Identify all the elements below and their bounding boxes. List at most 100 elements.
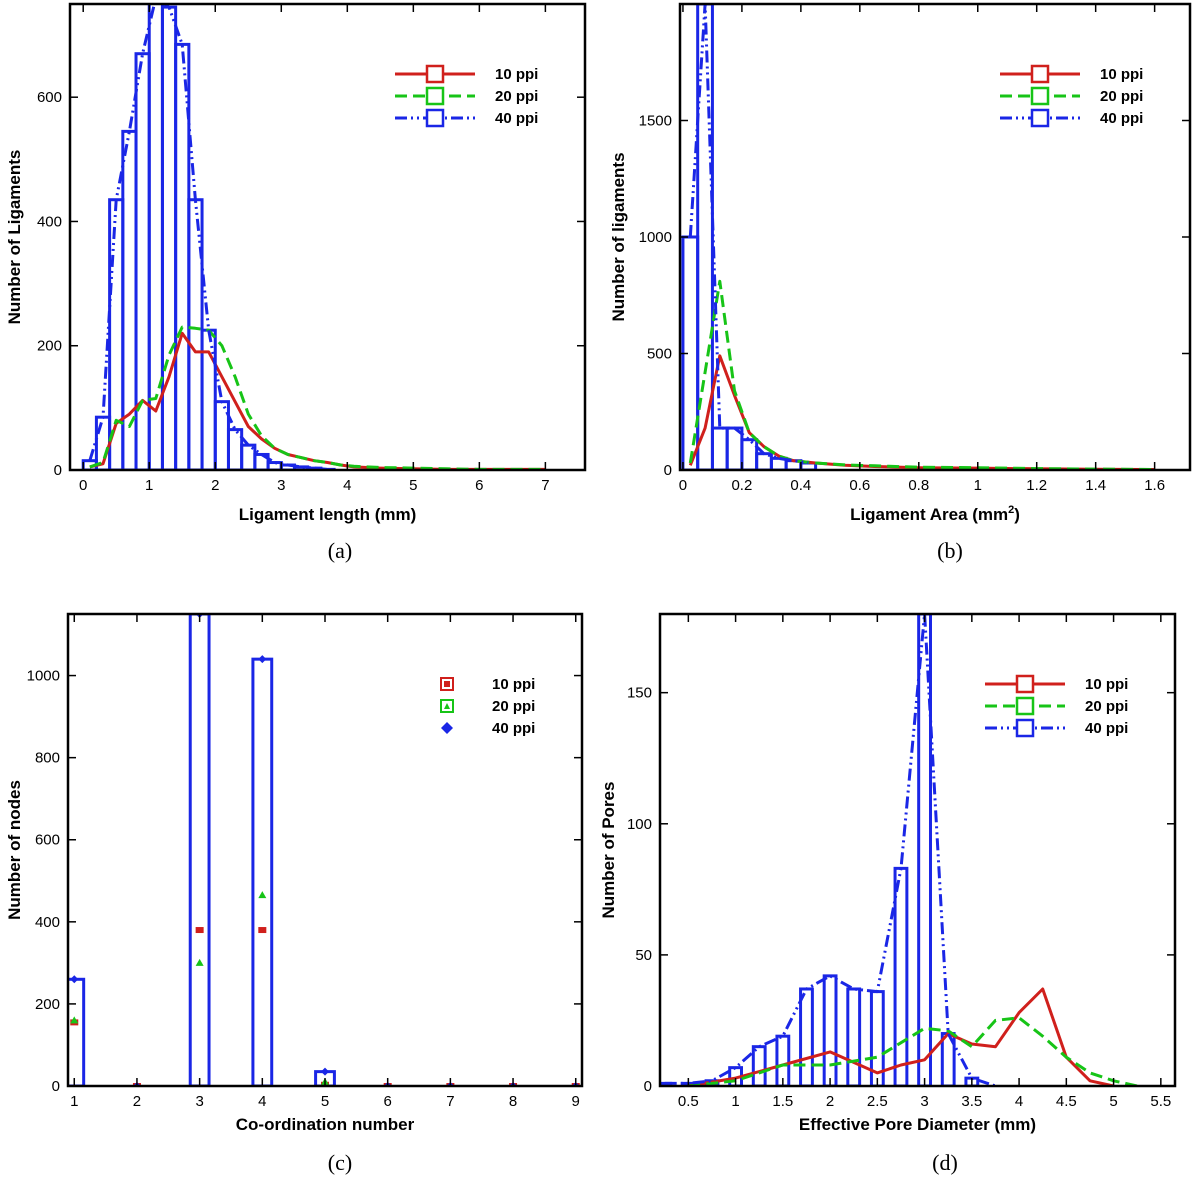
y-tick-label: 600 — [35, 832, 60, 849]
x-tick-label: 4 — [1015, 1093, 1023, 1110]
panel-caption: (d) — [932, 1150, 958, 1175]
line-40ppi — [664, 614, 996, 1086]
plot-area — [660, 614, 1138, 1086]
line-10ppi — [688, 987, 1114, 1086]
bar-a-40ppi — [226, 428, 244, 470]
bar-b-40ppi — [725, 426, 744, 470]
x-axis-label: Ligament length (mm) — [239, 505, 417, 524]
x-tick-label: 5.5 — [1150, 1093, 1171, 1110]
line-10ppi — [89, 331, 546, 470]
line-20ppi — [89, 325, 546, 470]
x-tick-label: 0.5 — [678, 1093, 699, 1110]
legend-square-20ppi — [425, 86, 445, 106]
x-tick-label: 0.4 — [790, 477, 811, 494]
legend-square-10ppi — [1030, 64, 1050, 84]
legend-label-10ppi: 10 ppi — [1100, 66, 1143, 83]
chart-panel-b: 0 0.2 0.4 0.6 0.8 1 1.2 1.4 1.6 0 500 1000 1500 Ligam… — [609, 2, 1192, 563]
legend-label-20ppi: 20 ppi — [495, 88, 538, 105]
legend-label-20ppi: 20 ppi — [1100, 88, 1143, 105]
bar-a-40ppi — [108, 198, 125, 470]
bar-c-40ppi — [188, 614, 211, 1086]
x-axis-label-main: Ligament Area (mm — [850, 505, 1008, 524]
y-tick-label: 400 — [37, 213, 62, 230]
y-tick-label: 0 — [52, 1078, 60, 1095]
x-tick-label: 2 — [211, 477, 219, 494]
x-tick-label: 9 — [572, 1093, 580, 1110]
y-axis-label: Number of nodes — [5, 780, 24, 920]
chart-panel-d: 0.5 1 1.5 2 2.5 3 3.5 4 4.5 5 5.5 0 50 100 150 Effectiv… — [599, 612, 1177, 1175]
x-axis-label-tail: ) — [1014, 505, 1020, 524]
x-tick-label: 5 — [321, 1093, 329, 1110]
x-tick-label: 6 — [384, 1093, 392, 1110]
plot-frame — [658, 612, 1177, 1088]
legend-marker-20ppi — [440, 699, 454, 713]
y-tick-label: 600 — [37, 89, 62, 106]
x-tick-label: 3 — [920, 1093, 928, 1110]
bar-d-40ppi — [799, 987, 814, 1086]
y-tick-label: 200 — [37, 338, 62, 355]
line-20ppi — [688, 279, 1155, 470]
x-tick-label: 1 — [974, 477, 982, 494]
bar-a-40ppi — [160, 5, 178, 470]
plot-area — [681, 4, 1155, 470]
point-20ppi — [70, 1016, 79, 1024]
x-tick-label: 8 — [509, 1093, 517, 1110]
x-tick-label: 7 — [446, 1093, 454, 1110]
y-tick-label: 500 — [647, 346, 672, 363]
legend-label-10ppi: 10 ppi — [1085, 676, 1128, 693]
bar-d-40ppi — [917, 614, 932, 1086]
y-tick-label: 1500 — [639, 113, 672, 130]
point-10ppi — [195, 927, 204, 934]
x-tick-label: 7 — [541, 477, 549, 494]
legend-label-10ppi: 10 ppi — [495, 66, 538, 83]
y-tick-label: 200 — [35, 996, 60, 1013]
bar-b-40ppi — [740, 438, 759, 470]
legend-square-10ppi — [1015, 674, 1035, 694]
bar-b-40ppi — [710, 426, 729, 470]
legend-square-20ppi — [1030, 86, 1050, 106]
legend-square-40ppi — [425, 108, 445, 128]
line-20ppi — [688, 1016, 1138, 1086]
plot-area — [81, 4, 546, 470]
x-tick-label: 1 — [145, 477, 153, 494]
point-20ppi — [195, 958, 204, 966]
y-tick-label: 0 — [54, 462, 62, 479]
x-tick-label: 0.2 — [731, 477, 752, 494]
point-10ppi — [258, 927, 267, 934]
x-tick-label: 4.5 — [1056, 1093, 1077, 1110]
x-axis-label: Ligament Area (mm2) — [850, 504, 1020, 524]
legend-label-20ppi: 20 ppi — [492, 698, 535, 715]
y-tick-label: 1000 — [27, 668, 60, 685]
y-axis-label: Number of Ligaments — [5, 150, 24, 325]
y-tick-label: 400 — [35, 914, 60, 931]
legend-marker-20ppi-fill — [444, 703, 450, 709]
x-tick-label: 3 — [277, 477, 285, 494]
line-40ppi — [88, 4, 328, 470]
x-tick-label: 1.6 — [1144, 477, 1165, 494]
y-tick-label: 100 — [627, 816, 652, 833]
legend-label-40ppi: 40 ppi — [1085, 720, 1128, 737]
legend-label-40ppi: 40 ppi — [1100, 110, 1143, 127]
x-tick-label: 0.8 — [908, 477, 929, 494]
y-axis-label: Number of Pores — [599, 782, 618, 919]
legend-marker-10ppi — [440, 677, 454, 691]
x-tick-label: 5 — [409, 477, 417, 494]
bar-d-40ppi — [751, 1045, 767, 1086]
y-tick-label: 800 — [35, 750, 60, 767]
y-axis-label: Number of ligaments — [609, 152, 628, 321]
bar-b-40ppi — [696, 4, 714, 470]
x-tick-label: 3.5 — [961, 1093, 982, 1110]
bar-d-40ppi — [822, 974, 838, 1086]
legend-square-10ppi — [425, 64, 445, 84]
legend-square-40ppi — [1030, 108, 1050, 128]
bar-a-40ppi — [213, 400, 230, 470]
bar-c-40ppi — [251, 657, 274, 1086]
y-tick-label: 1000 — [639, 229, 672, 246]
x-tick-label: 6 — [475, 477, 483, 494]
x-tick-label: 1 — [70, 1093, 78, 1110]
y-tick-label: 50 — [635, 947, 652, 964]
x-tick-label: 1.4 — [1085, 477, 1106, 494]
x-tick-label: 2 — [133, 1093, 141, 1110]
legend-label-10ppi: 10 ppi — [492, 676, 535, 693]
